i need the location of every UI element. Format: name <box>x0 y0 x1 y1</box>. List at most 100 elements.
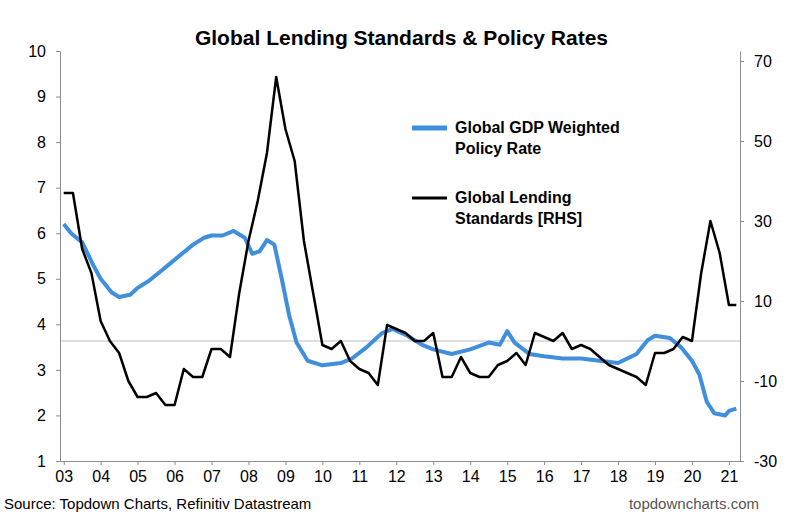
tick: 8 <box>37 134 60 151</box>
series-line <box>64 224 737 415</box>
tick-label: 07 <box>203 468 221 485</box>
legend-label: Global LendingStandards [RHS] <box>455 189 582 227</box>
tick: -30 <box>740 453 777 470</box>
tick: 09 <box>277 461 295 485</box>
tick: 9 <box>37 88 60 105</box>
tick: 15 <box>499 461 517 485</box>
tick: 08 <box>240 461 258 485</box>
tick-label: 08 <box>240 468 258 485</box>
source: Source: Topdown Charts, Refinitiv Datast… <box>4 495 311 512</box>
tick-mark <box>248 461 249 465</box>
tick-label: -30 <box>754 453 777 470</box>
tick-mark <box>285 461 286 465</box>
tick-mark <box>581 461 582 465</box>
legend-item: Global GDP WeightedPolicy Rate <box>412 119 620 157</box>
tick-mark <box>729 461 730 465</box>
tick: 10 <box>314 461 332 485</box>
tick: 06 <box>166 461 184 485</box>
tick-mark <box>655 461 656 465</box>
tick: 6 <box>37 225 60 242</box>
tick-label: 17 <box>573 468 591 485</box>
tick: 03 <box>55 461 73 485</box>
tick: 5 <box>37 270 60 287</box>
tick-label: 16 <box>536 468 554 485</box>
legend: Global GDP WeightedPolicy Rate Global Len… <box>412 119 620 227</box>
tick-mark <box>544 461 545 465</box>
plot-area <box>64 77 737 415</box>
tick-label: 10 <box>314 468 332 485</box>
tick-mark <box>56 142 60 143</box>
tick: 10 <box>28 43 60 60</box>
reference-line <box>60 340 740 341</box>
tick-mark <box>740 61 744 62</box>
tick: 12 <box>388 461 406 485</box>
tick-mark <box>507 461 508 465</box>
tick-mark <box>740 141 744 142</box>
tick-mark <box>138 461 139 465</box>
tick-label: 10 <box>28 43 46 60</box>
tick-label: 11 <box>352 468 369 485</box>
tick: 14 <box>462 461 480 485</box>
tick-mark <box>740 301 744 302</box>
axis-line <box>60 52 61 462</box>
chart: Global Lending Standards & Policy Rates 0… <box>0 0 803 530</box>
tick-label: 19 <box>647 468 665 485</box>
tick-label: 04 <box>92 468 110 485</box>
tick-label: 20 <box>684 468 702 485</box>
tick: 17 <box>573 461 591 485</box>
title: Global Lending Standards & Policy Rates <box>195 26 608 49</box>
tick-label: 9 <box>37 88 46 105</box>
tick: 21 <box>721 461 739 485</box>
tick: 3 <box>37 362 60 379</box>
tick-mark <box>396 461 397 465</box>
tick-mark <box>56 233 60 234</box>
tick-mark <box>618 461 619 465</box>
legend-swatch <box>412 126 447 131</box>
tick: 7 <box>37 179 60 196</box>
tick-label: 2 <box>37 407 46 424</box>
x-axis: 03 04 05 06 07 08 09 10 11 12 13 14 15 16 17 18 19 20 21 <box>55 461 740 485</box>
tick-label: 7 <box>37 179 46 196</box>
tick: 07 <box>203 461 221 485</box>
tick: 10 <box>740 293 772 310</box>
legend-swatch <box>412 197 447 200</box>
tick-label: 8 <box>37 134 46 151</box>
tick: 19 <box>647 461 665 485</box>
tick: 11 <box>352 461 369 485</box>
tick-mark <box>212 461 213 465</box>
tick-mark <box>56 279 60 280</box>
tick: 1 <box>37 453 60 470</box>
tick-mark <box>470 461 471 465</box>
tick-label: 15 <box>499 468 517 485</box>
axis-line <box>740 52 741 462</box>
tick-mark <box>56 415 60 416</box>
tick: 16 <box>536 461 554 485</box>
tick-label: 09 <box>277 468 295 485</box>
tick-label: 03 <box>55 468 73 485</box>
watermark: topdowncharts.com <box>629 495 759 512</box>
tick-label: 18 <box>610 468 628 485</box>
tick-mark <box>359 461 360 465</box>
tick-mark <box>56 188 60 189</box>
tick-mark <box>56 324 60 325</box>
tick: 70 <box>740 53 772 70</box>
tick: 30 <box>740 213 772 230</box>
tick-label: 6 <box>37 225 46 242</box>
y2-axis: -30-1010305070 <box>740 52 777 470</box>
tick-label: 4 <box>37 316 46 333</box>
tick-mark <box>101 461 102 465</box>
series-line <box>64 77 737 405</box>
tick-label: 10 <box>754 293 772 310</box>
tick-label: 06 <box>166 468 184 485</box>
tick-label: 1 <box>37 453 46 470</box>
tick-label: 21 <box>721 468 739 485</box>
tick-mark <box>56 370 60 371</box>
tick: 13 <box>425 461 443 485</box>
tick-mark <box>740 381 744 382</box>
tick: -10 <box>740 373 777 390</box>
tick-label: 30 <box>754 213 772 230</box>
tick-label: 12 <box>388 468 406 485</box>
legend-item: Global LendingStandards [RHS] <box>412 189 582 227</box>
tick: 05 <box>129 461 147 485</box>
tick-label: 70 <box>754 53 772 70</box>
